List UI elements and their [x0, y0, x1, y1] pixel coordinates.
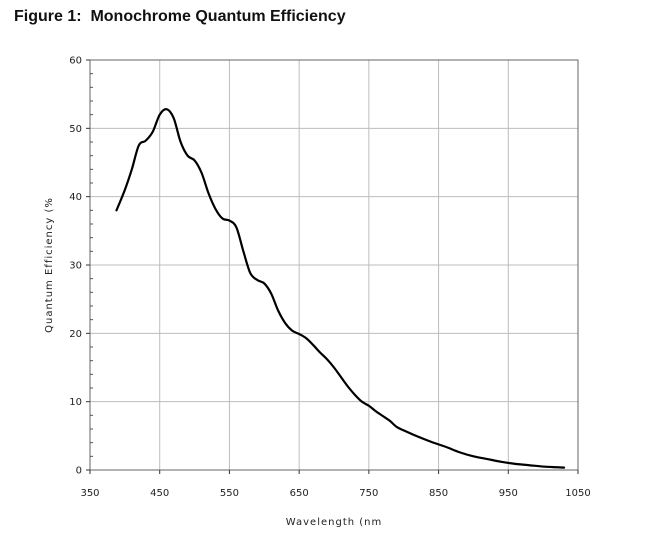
x-tick-label: 550 — [220, 488, 239, 499]
y-tick-label: 0 — [76, 466, 82, 477]
qe-series-line — [115, 108, 566, 469]
y-axis-title: Quantum Efficiency (% — [44, 197, 55, 333]
y-tick-label: 30 — [69, 261, 82, 272]
x-tick-label: 450 — [150, 488, 169, 499]
y-minor-ticks — [90, 73, 93, 457]
x-axis: 350 450 550 650 750 850 950 1050 — [80, 470, 591, 499]
x-tick-label: 950 — [499, 488, 518, 499]
y-tick-label: 60 — [69, 56, 82, 67]
y-tick-label: 10 — [69, 397, 82, 408]
y-tick-label: 40 — [69, 192, 82, 203]
x-tick-label: 650 — [290, 488, 309, 499]
x-axis-title: Wavelength (nm — [286, 517, 382, 528]
y-axis: 0 10 20 30 40 50 60 — [69, 56, 90, 477]
grid-lines — [90, 60, 578, 470]
x-tick-label: 850 — [429, 488, 448, 499]
y-tick-label: 50 — [69, 124, 82, 135]
x-tick-label: 350 — [80, 488, 99, 499]
y-tick-label: 20 — [69, 329, 82, 340]
x-tick-label: 1050 — [565, 488, 590, 499]
x-tick-label: 750 — [359, 488, 378, 499]
figure-title: Figure 1: Monochrome Quantum Efficiency — [14, 8, 346, 25]
